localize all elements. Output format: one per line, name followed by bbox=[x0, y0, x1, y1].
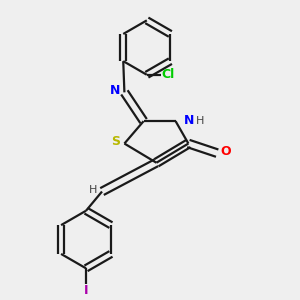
Text: H: H bbox=[195, 116, 204, 125]
Text: Cl: Cl bbox=[161, 68, 174, 81]
Text: N: N bbox=[184, 114, 194, 127]
Text: N: N bbox=[110, 84, 121, 97]
Text: H: H bbox=[89, 185, 97, 195]
Text: S: S bbox=[111, 136, 120, 148]
Text: O: O bbox=[221, 145, 232, 158]
Text: I: I bbox=[84, 284, 88, 297]
